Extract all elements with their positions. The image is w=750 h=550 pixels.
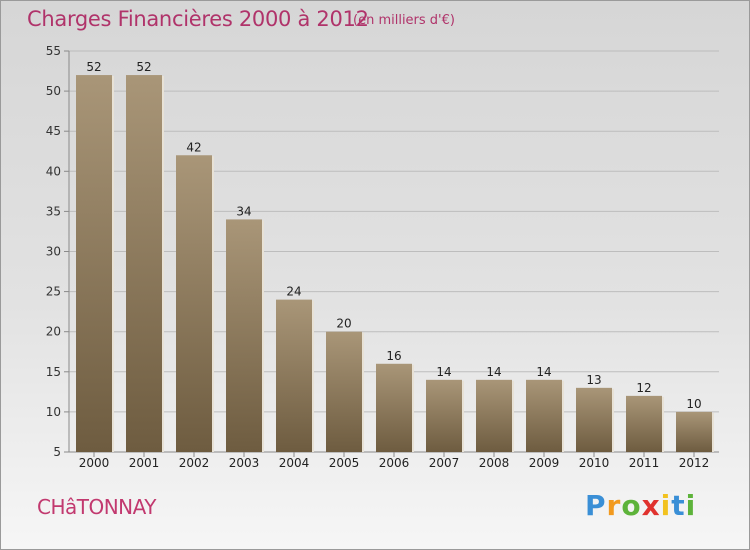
y-tick-label: 55 bbox=[46, 44, 61, 58]
y-tick-label: 45 bbox=[46, 124, 61, 138]
x-tick-label: 2003 bbox=[229, 456, 260, 470]
bar bbox=[126, 75, 162, 452]
bar bbox=[176, 155, 212, 452]
bar bbox=[676, 411, 712, 452]
bar-value-label: 14 bbox=[486, 365, 501, 379]
y-tick-label: 20 bbox=[46, 325, 61, 339]
city-name: CHâTONNAY bbox=[37, 495, 157, 519]
bar bbox=[226, 219, 262, 452]
x-tick-label: 2006 bbox=[379, 456, 410, 470]
y-tick-label: 15 bbox=[46, 365, 61, 379]
bar-value-label: 52 bbox=[136, 60, 151, 74]
bar bbox=[276, 299, 312, 452]
x-tick-label: 2004 bbox=[279, 456, 310, 470]
bar-value-label: 52 bbox=[86, 60, 101, 74]
x-tick-label: 2007 bbox=[429, 456, 460, 470]
y-tick-label: 5 bbox=[53, 445, 61, 459]
y-tick-label: 10 bbox=[46, 405, 61, 419]
y-tick-label: 40 bbox=[46, 164, 61, 178]
bar bbox=[376, 363, 412, 452]
bar bbox=[426, 379, 462, 452]
bar-value-label: 14 bbox=[536, 365, 551, 379]
x-tick-label: 2009 bbox=[529, 456, 560, 470]
bar bbox=[626, 395, 662, 452]
chart-subtitle: (en milliers d'€) bbox=[353, 13, 455, 28]
x-tick-label: 2012 bbox=[679, 456, 710, 470]
x-tick-label: 2005 bbox=[329, 456, 360, 470]
x-tick-label: 2011 bbox=[629, 456, 660, 470]
proxiti-logo[interactable]: Proxiti bbox=[585, 487, 695, 523]
bar bbox=[76, 75, 112, 452]
bar-value-label: 10 bbox=[686, 397, 701, 411]
bar bbox=[526, 379, 562, 452]
bar-value-label: 24 bbox=[286, 285, 301, 299]
bar-value-label: 16 bbox=[386, 349, 401, 363]
bar-value-label: 12 bbox=[636, 381, 651, 395]
x-tick-label: 2008 bbox=[479, 456, 510, 470]
y-tick-label: 35 bbox=[46, 204, 61, 218]
svg-text:Proxiti: Proxiti bbox=[585, 489, 695, 522]
bar-value-label: 34 bbox=[236, 204, 251, 218]
bar bbox=[476, 379, 512, 452]
x-tick-label: 2010 bbox=[579, 456, 610, 470]
x-tick-label: 2001 bbox=[129, 456, 160, 470]
y-tick-label: 25 bbox=[46, 285, 61, 299]
x-tick-label: 2000 bbox=[79, 456, 110, 470]
bar-value-label: 42 bbox=[186, 140, 201, 154]
chart-title: Charges Financières 2000 à 2012 bbox=[27, 7, 369, 31]
bar-value-label: 20 bbox=[336, 317, 351, 331]
bar-value-label: 13 bbox=[586, 373, 601, 387]
bar bbox=[326, 331, 362, 452]
bar bbox=[576, 387, 612, 452]
x-tick-label: 2002 bbox=[179, 456, 210, 470]
y-tick-label: 50 bbox=[46, 84, 61, 98]
y-tick-label: 30 bbox=[46, 245, 61, 259]
bar-value-label: 14 bbox=[436, 365, 451, 379]
